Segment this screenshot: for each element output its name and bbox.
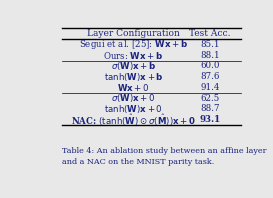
- Text: $\tanh(\mathbf{W})\mathbf{x} + 0$: $\tanh(\mathbf{W})\mathbf{x} + 0$: [104, 103, 163, 115]
- Text: 62.5: 62.5: [200, 94, 219, 103]
- Text: 88.1: 88.1: [200, 51, 219, 60]
- Text: Layer Configuration: Layer Configuration: [87, 29, 180, 38]
- Text: $\sigma(\mathbf{W})\mathbf{x} + \mathbf{b}$: $\sigma(\mathbf{W})\mathbf{x} + \mathbf{…: [111, 60, 156, 72]
- Text: 88.7: 88.7: [200, 105, 219, 113]
- Text: NAC: $(\tanh(\hat{\mathbf{W}}) \odot \sigma(\hat{\mathbf{M}}))\mathbf{x} + \math: NAC: $(\tanh(\hat{\mathbf{W}}) \odot \si…: [71, 112, 196, 128]
- Text: $\tanh(\mathbf{W})\mathbf{x} + \mathbf{b}$: $\tanh(\mathbf{W})\mathbf{x} + \mathbf{b…: [104, 71, 164, 83]
- Text: $\mathbf{W}\mathbf{x} + 0$: $\mathbf{W}\mathbf{x} + 0$: [117, 82, 150, 93]
- Text: 93.1: 93.1: [199, 115, 220, 124]
- Text: Ours: $\mathbf{W}\mathbf{x} + \mathbf{b}$: Ours: $\mathbf{W}\mathbf{x} + \mathbf{b}…: [103, 50, 164, 61]
- Text: $\sigma(\mathbf{W})\mathbf{x} + 0$: $\sigma(\mathbf{W})\mathbf{x} + 0$: [111, 92, 156, 104]
- Text: 91.4: 91.4: [200, 83, 219, 92]
- Text: Seguí et al. [25]: $\mathbf{W}\mathbf{x} + \mathbf{b}$: Seguí et al. [25]: $\mathbf{W}\mathbf{x}…: [79, 37, 188, 51]
- Text: 87.6: 87.6: [200, 72, 219, 81]
- Text: 60.0: 60.0: [200, 61, 219, 70]
- Text: 85.1: 85.1: [200, 40, 219, 49]
- Text: Test Acc.: Test Acc.: [189, 29, 230, 38]
- Text: Table 4: An ablation study between an affine layer
and a NAC on the MNIST parity: Table 4: An ablation study between an af…: [62, 147, 266, 166]
